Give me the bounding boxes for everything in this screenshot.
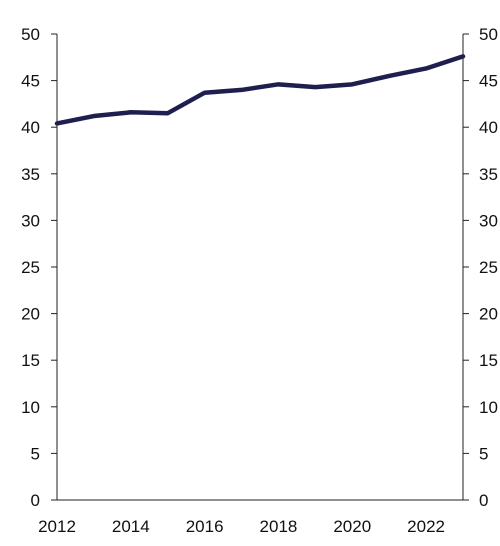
- data-point: [462, 55, 464, 57]
- left-y-tick-label: 50: [21, 25, 40, 44]
- left-y-tick-label: 30: [21, 211, 40, 230]
- right-y-tick-label: 40: [479, 118, 498, 137]
- x-tick-label: 2014: [112, 517, 150, 536]
- x-tick-label: 2020: [333, 517, 371, 536]
- x-tick-label: 2012: [38, 517, 76, 536]
- data-point: [204, 92, 206, 94]
- left-y-tick-label: 0: [31, 491, 40, 510]
- data-point: [56, 122, 58, 124]
- right-y-tick-label: 10: [479, 398, 498, 417]
- data-point: [93, 115, 95, 117]
- data-point: [388, 75, 390, 77]
- data-point: [351, 83, 353, 85]
- right-y-tick-label: 0: [479, 491, 488, 510]
- data-point: [130, 111, 132, 113]
- left-y-tick-label: 35: [21, 165, 40, 184]
- right-y-axis: 0 5 10 15 20 25 30 35 40 45 50: [462, 25, 498, 510]
- left-y-tick-label: 10: [21, 398, 40, 417]
- right-y-tick-label: 35: [479, 165, 498, 184]
- left-y-tick-label: 40: [21, 118, 40, 137]
- x-axis: 2012 2014 2016 2018 2020 2022: [38, 499, 463, 536]
- series-line: [54, 54, 466, 126]
- right-y-tick-label: 25: [479, 258, 498, 277]
- data-point: [314, 86, 316, 88]
- left-y-tick-label: 5: [31, 444, 40, 463]
- right-y-tick-label: 15: [479, 351, 498, 370]
- data-point: [277, 83, 279, 85]
- x-tick-label: 2016: [186, 517, 224, 536]
- right-y-tick-label: 5: [479, 444, 488, 463]
- left-y-tick-label: 20: [21, 305, 40, 324]
- right-y-tick-label: 45: [479, 72, 498, 91]
- left-y-tick-label: 15: [21, 351, 40, 370]
- left-y-tick-label: 25: [21, 258, 40, 277]
- data-point: [425, 67, 427, 69]
- x-tick-label: 2022: [407, 517, 445, 536]
- plot-area: [54, 54, 466, 126]
- data-point: [167, 112, 169, 114]
- right-y-tick-label: 20: [479, 305, 498, 324]
- left-y-tick-label: 45: [21, 72, 40, 91]
- left-y-axis: 0 5 10 15 20 25 30 35 40 45 50: [21, 25, 58, 510]
- right-y-tick-label: 50: [479, 25, 498, 44]
- right-y-tick-label: 30: [479, 211, 498, 230]
- data-point: [241, 89, 243, 91]
- x-tick-label: 2018: [260, 517, 298, 536]
